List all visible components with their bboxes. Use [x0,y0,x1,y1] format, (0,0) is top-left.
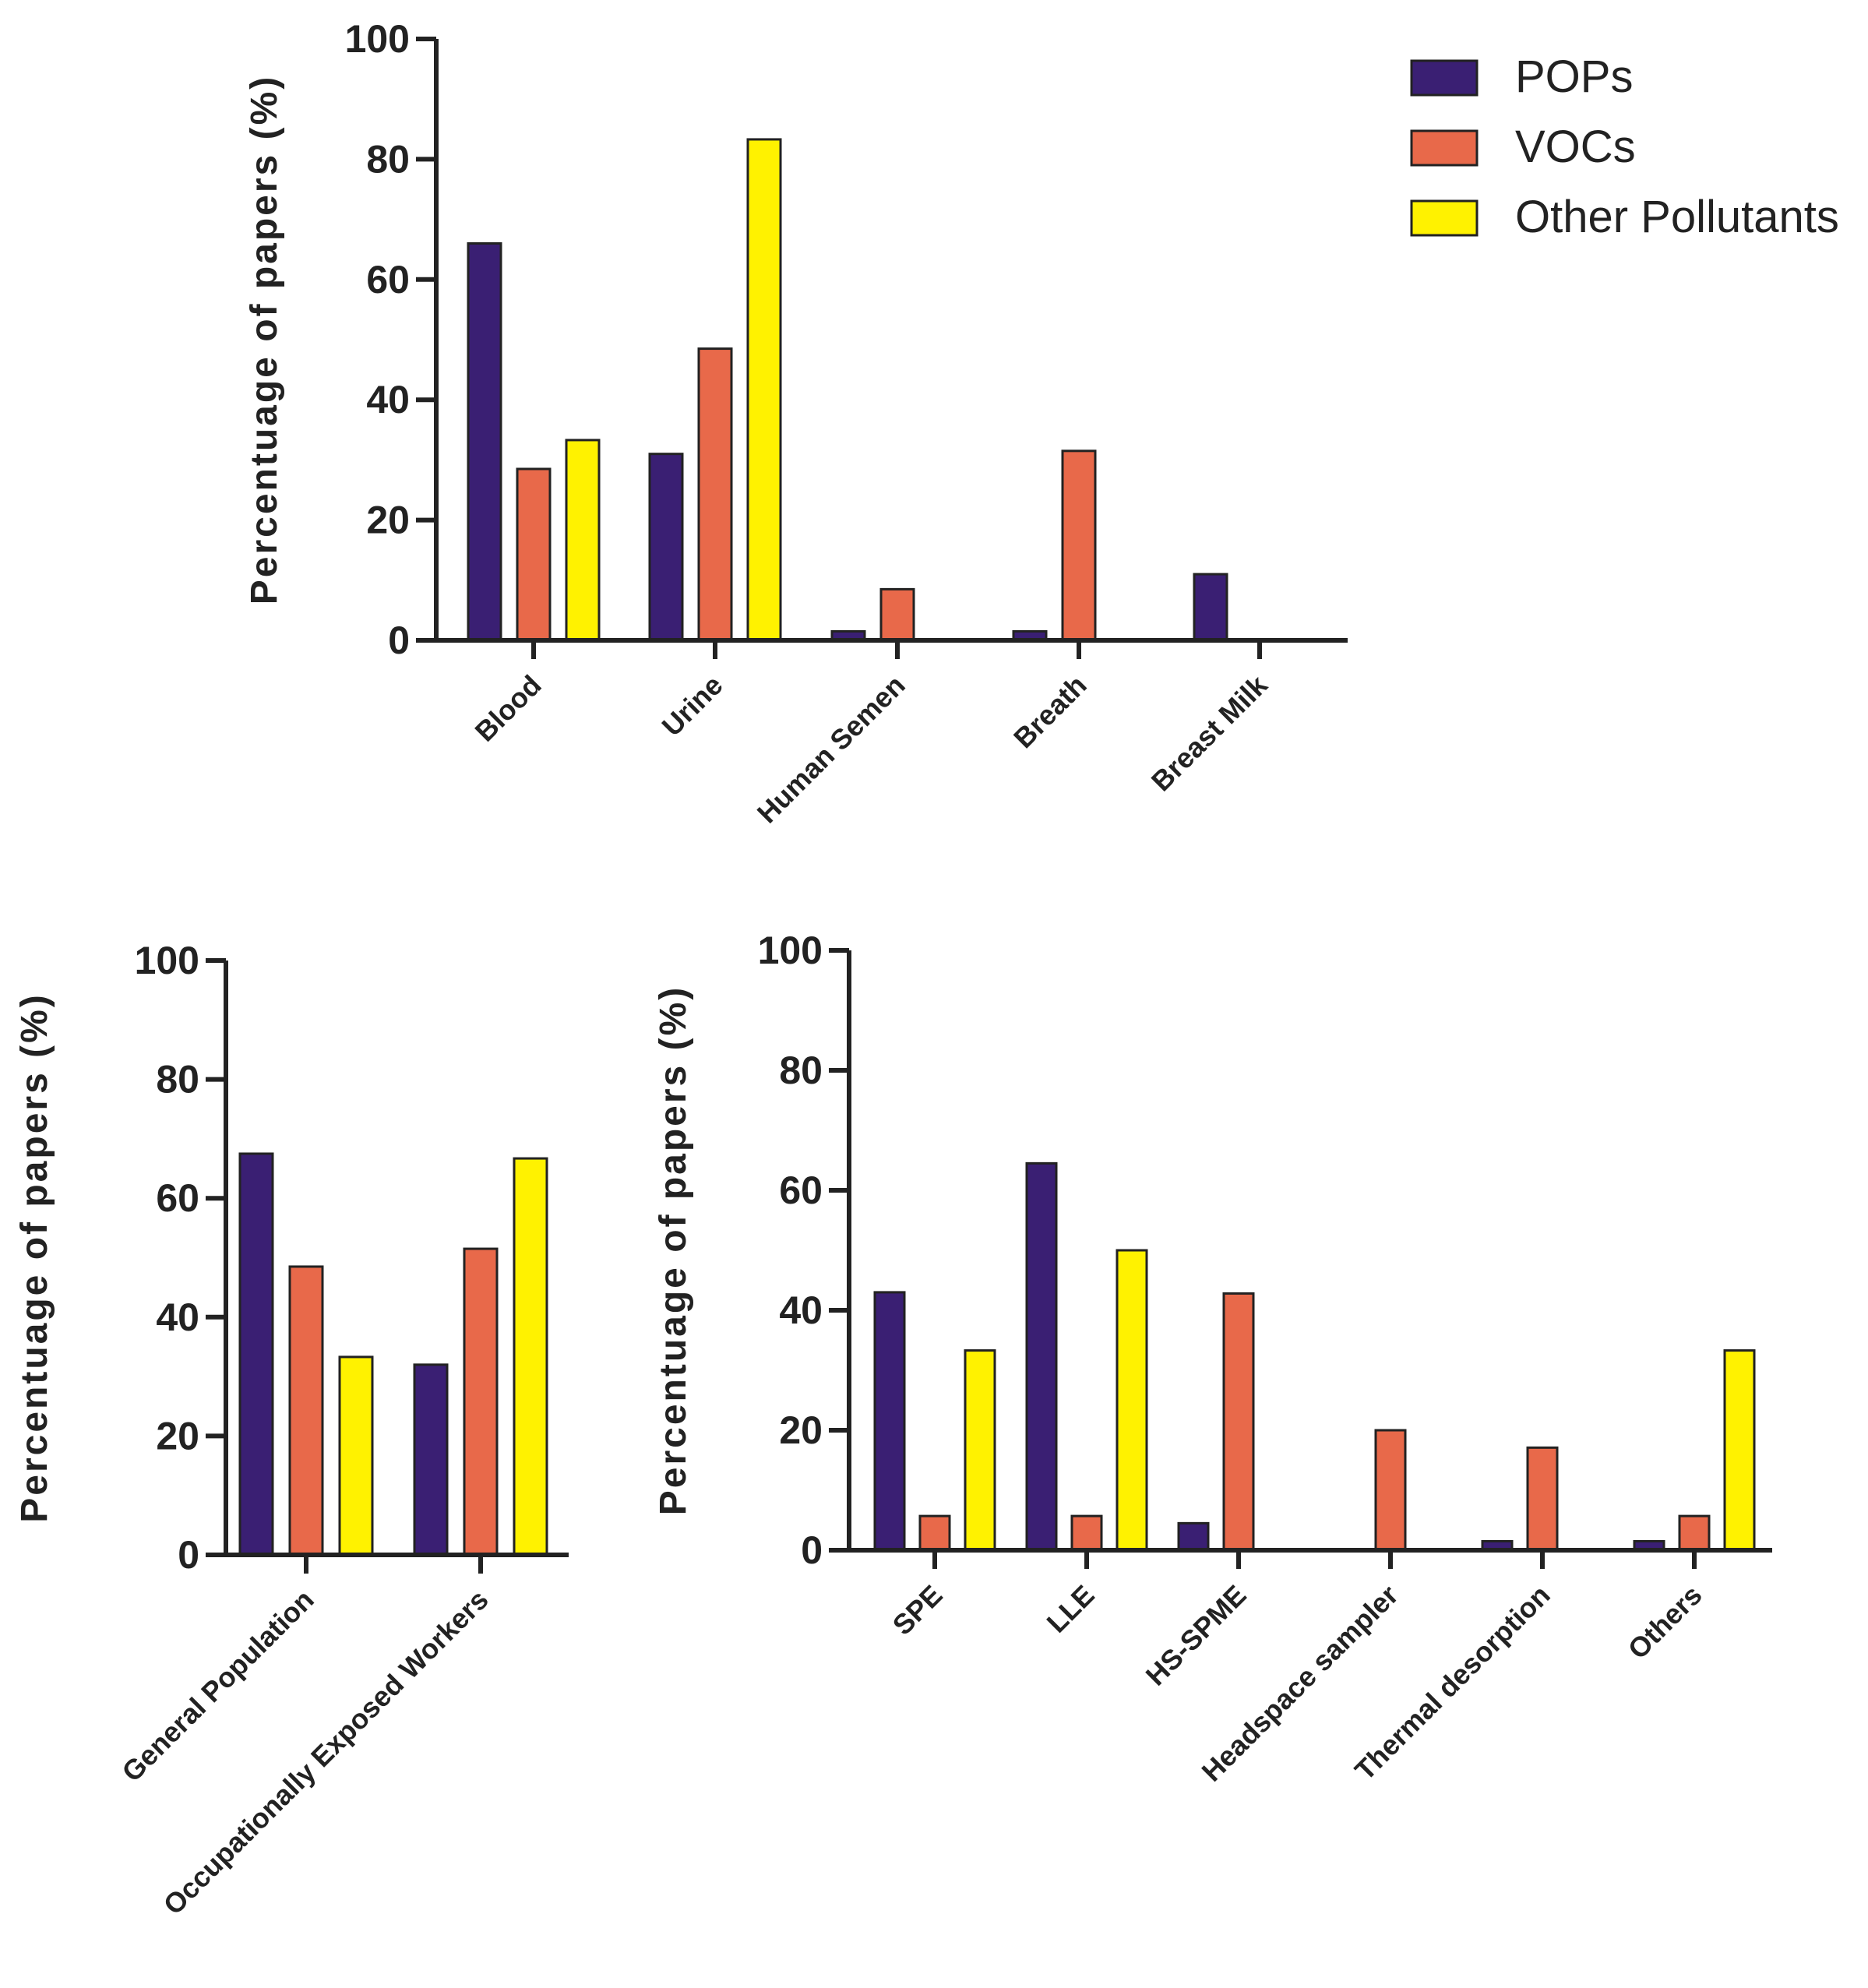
y-tick-label-0: 0 [801,1528,823,1572]
bar-thermal-desorption-vocs [1526,1446,1559,1552]
bar-urine-pops [648,453,684,642]
legend-swatch-pops [1410,59,1479,97]
bar-general-population-pops [238,1152,274,1556]
bar-hs-spme-pops [1177,1521,1210,1552]
bar-general-population-other-pollutants [338,1355,374,1556]
y-tick-label-100: 100 [135,939,199,982]
bar-lle-pops [1025,1161,1058,1552]
bar-headspace-sampler-vocs [1374,1429,1407,1552]
y-tick-label-100: 100 [345,17,410,61]
y-tick-label-80: 80 [366,137,410,181]
category-label-general-population: General Population [115,1584,319,1788]
y-axis-title: Percentuage of papers (%) [14,992,55,1522]
y-axis-title: Percentuage of papers (%) [244,75,285,605]
y-tick-label-80: 80 [779,1049,823,1092]
bar-lle-vocs [1070,1514,1103,1552]
category-label-breast-milk: Breast Milk [1145,668,1274,798]
bar-blood-other-pollutants [565,439,601,642]
y-tick-label-20: 20 [366,499,410,542]
bar-occupationally-exposed-workers-pops [413,1363,449,1556]
category-label-lle: LLE [1041,1579,1101,1639]
category-label-occupationally-exposed-workers: Occupationally Exposed Workers [157,1584,495,1921]
bar-blood-vocs [516,467,552,642]
bar-lle-other-pollutants [1116,1249,1148,1552]
category-label-spe: SPE [886,1579,949,1641]
category-label-urine: Urine [656,669,729,742]
bar-others-other-pollutants [1723,1349,1756,1552]
y-tick-label-0: 0 [388,619,410,662]
y-tick-label-40: 40 [779,1288,823,1332]
category-label-others: Others [1622,1579,1708,1665]
chart-population: 0 20 40 60 80 100 Percentuage of papers (%) Gen… [14,939,569,1921]
category-label-hs-spme: HS-SPME [1140,1579,1253,1692]
legend-swatch-vocs [1410,129,1479,167]
bar-urine-vocs [697,347,733,642]
category-label-blood: Blood [469,669,548,748]
bar-occupationally-exposed-workers-other-pollutants [513,1157,548,1556]
bar-human-semen-vocs [879,587,915,642]
bar-spe-other-pollutants [964,1349,996,1552]
legend-swatch-other-pollutants [1410,199,1479,237]
legend-label-pops: POPs [1515,51,1634,102]
bar-urine-other-pollutants [746,138,782,642]
legend-label-vocs: VOCs [1515,122,1636,172]
legend-label-other-pollutants: Other Pollutants [1515,192,1839,242]
bar-breast-milk-pops [1193,573,1228,642]
y-axis-title: Percentuage of papers (%) [653,985,694,1515]
bar-spe-pops [873,1291,906,1552]
y-tick-label-60: 60 [779,1168,823,1212]
category-label-breath: Breath [1007,669,1093,755]
bar-others-vocs [1678,1514,1711,1552]
y-tick-label-60: 60 [156,1176,199,1220]
y-tick-label-60: 60 [366,258,410,301]
legend: POPs VOCs Other Pollutants [1410,51,1839,242]
bar-hs-spme-vocs [1222,1292,1255,1552]
bar-occupationally-exposed-workers-vocs [463,1247,499,1556]
category-label-human-semen: Human Semen [751,669,911,830]
bar-blood-pops [467,241,502,642]
chart-sample-matrix: 0 20 40 60 80 100 Percentuage of papers (%) Blo… [244,17,1348,829]
bar-general-population-vocs [288,1265,324,1556]
y-tick-label-20: 20 [156,1414,199,1458]
y-tick-label-100: 100 [758,929,823,972]
bar-spe-vocs [918,1514,951,1552]
bar-breath-vocs [1061,449,1097,642]
y-tick-label-40: 40 [366,378,410,421]
y-tick-label-80: 80 [156,1058,199,1102]
y-tick-label-40: 40 [156,1295,199,1339]
y-tick-label-0: 0 [178,1533,199,1577]
chart-extraction-technique: 0 20 40 60 80 100 Percentuage of papers (%) SPE… [653,929,1772,1788]
y-tick-label-20: 20 [779,1408,823,1452]
